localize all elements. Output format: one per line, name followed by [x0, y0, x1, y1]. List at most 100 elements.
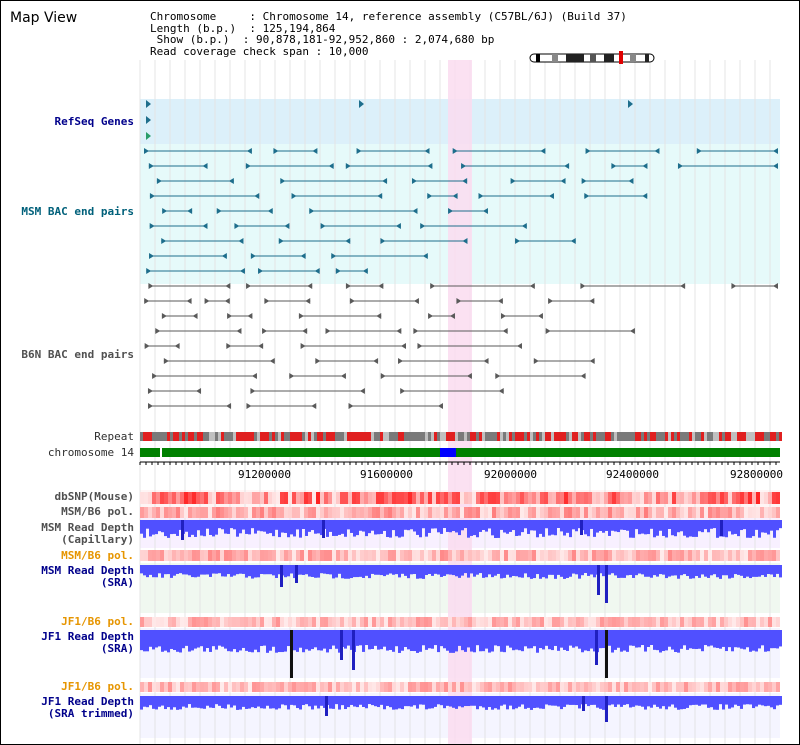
msm-b6-pol-cell [736, 507, 740, 518]
repeat-block [746, 432, 749, 441]
jf1-b6-pol-cell [152, 617, 156, 627]
msm-cap-depth [428, 520, 431, 533]
jf1-sra-depth [602, 630, 605, 649]
jf1-sra-depth [314, 630, 317, 648]
repeat-block [176, 432, 179, 441]
msm-b6-pol-cell [200, 507, 204, 518]
msm-cap-depth [776, 520, 779, 531]
msm-bac-pair-end [521, 223, 527, 229]
chromosome-bar [140, 448, 780, 457]
msm-sra-depth [212, 565, 215, 574]
msm-sra-depth [713, 565, 716, 575]
jf1-sra-depth [152, 630, 155, 650]
msm-cap-depth [623, 520, 626, 530]
msm-b6-pol-cell [180, 507, 184, 518]
jf1-b6-pol-cell [756, 682, 760, 692]
dbsnp-cell [188, 492, 192, 504]
jf1-b6-pol-cell [424, 617, 428, 627]
jf1-sra-depth [542, 630, 545, 650]
repeat-block [164, 432, 167, 441]
msm-sra-depth [686, 565, 689, 577]
jf1-b6-pol-cell [408, 617, 412, 627]
b6n-bac-pair-end [246, 283, 252, 289]
dbsnp-cell [164, 492, 168, 504]
dbsnp-cell [176, 492, 180, 504]
jf1-b6-pol-cell [696, 617, 700, 627]
msm-b6-pol-cell [372, 507, 376, 518]
msm-b6-pol-cell [360, 550, 364, 561]
msm-cap-depth [485, 520, 488, 532]
b6n-bac-pair-end [413, 298, 419, 304]
repeat-block [359, 432, 362, 441]
msm-sra-depth [536, 565, 539, 575]
repeat-block [485, 432, 488, 441]
repeat-block [296, 432, 299, 441]
jf1-trim-depth [494, 696, 497, 709]
b6n-bac-pair-end [731, 283, 737, 289]
repeat-block [380, 432, 383, 441]
msm-cap-depth [152, 520, 155, 535]
repeat-block [182, 432, 185, 441]
b6n-bac-pair-end [155, 328, 161, 334]
jf1-trim-depth [203, 696, 206, 709]
msm-cap-depth [281, 520, 284, 533]
jf1-trim-depth [773, 696, 776, 710]
msm-b6-pol-cell [172, 507, 176, 518]
jf1-sra-depth [164, 630, 167, 651]
jf1-trim-depth [167, 696, 170, 708]
msm-b6-pol-cell [700, 550, 704, 561]
msm-cap-depth [350, 520, 353, 533]
jf1-b6-pol-cell [436, 682, 440, 692]
jf1-b6-pol-cell [684, 617, 688, 627]
jf1-b6-pol-cell [384, 617, 388, 627]
track-label-msm-bac[interactable]: MSM BAC end pairs [21, 205, 134, 218]
msm-cap-depth [458, 520, 461, 536]
repeat-block [257, 432, 260, 441]
track-label-b6n-bac[interactable]: B6N BAC end pairs [21, 348, 134, 361]
msm-cap-depth-spike [181, 520, 184, 540]
msm-cap-depth [680, 520, 683, 532]
msm-cap-depth [638, 520, 641, 535]
msm-b6-pol-cell [388, 507, 392, 518]
msm-sra-depth [449, 565, 452, 575]
jf1-trim-depth-spike [605, 696, 608, 722]
dbsnp-cell [496, 492, 500, 504]
msm-cap-depth [374, 520, 377, 535]
dbsnp-cell [488, 492, 492, 504]
msm-b6-pol-cell [276, 507, 280, 518]
jf1-trim-depth [500, 696, 503, 706]
jf1-b6-pol-cell [512, 682, 516, 692]
msm-sra-depth [494, 565, 497, 576]
b6n-bac-pair-end [380, 373, 386, 379]
repeat-block [317, 432, 320, 441]
msm-sra-depth [206, 565, 209, 575]
jf1-sra-depth [203, 630, 206, 652]
b6n-bac-pair-end [359, 388, 365, 394]
jf1-b6-pol-cell [636, 617, 640, 627]
msm-cap-depth [335, 520, 338, 536]
msm-sra-depth [326, 565, 329, 575]
ideogram-band [590, 54, 596, 62]
repeat-block [434, 432, 437, 441]
dbsnp-cell [160, 492, 164, 504]
repeat-block [497, 432, 500, 441]
msm-sra-depth [491, 565, 494, 578]
msm-b6-pol-cell [760, 550, 764, 561]
dbsnp-cell [504, 492, 508, 504]
jf1-trim-depth [320, 696, 323, 706]
msm-sra-depth [500, 565, 503, 579]
track-label-jf1-depth-sub: (SRA) [100, 642, 134, 655]
msm-cap-depth [260, 520, 263, 532]
jf1-trim-depth [182, 696, 185, 707]
jf1-sra-depth [677, 630, 680, 653]
msm-b6-pol-cell [508, 550, 512, 561]
repeat-block [575, 432, 578, 441]
msm-sra-depth [263, 565, 266, 575]
track-label-refseq[interactable]: RefSeq Genes [54, 115, 134, 128]
msm-b6-pol-cell [216, 507, 220, 518]
jf1-b6-pol-cell [372, 617, 376, 627]
repeat-block [509, 432, 512, 441]
jf1-sra-depth [530, 630, 533, 649]
jf1-b6-pol-cell [688, 617, 692, 627]
